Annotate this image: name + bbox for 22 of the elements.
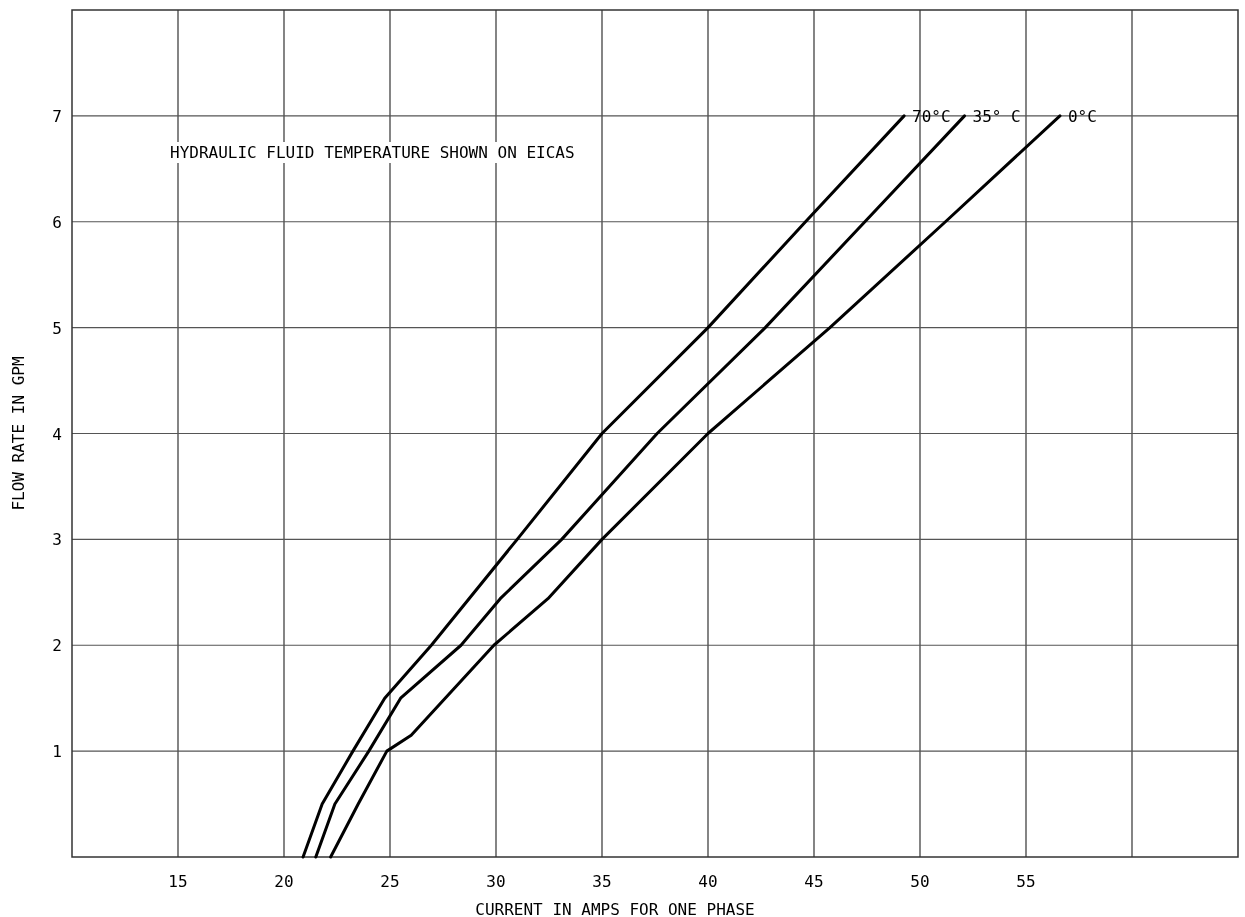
y-tick-label: 7 (52, 106, 62, 126)
series-label: 35° C (972, 106, 1021, 126)
x-tick-label: 35 (592, 872, 612, 891)
x-tick-label: 40 (698, 872, 718, 891)
y-tick-label: 2 (52, 636, 62, 656)
series-label: 0°C (1067, 106, 1097, 126)
x-tick-label: 45 (804, 872, 824, 891)
y-tick-label: 3 (52, 530, 62, 550)
x-tick-label: 55 (1016, 872, 1036, 891)
y-tick-label: 5 (52, 318, 62, 338)
x-tick-label: 50 (910, 872, 930, 891)
x-tick-label: 20 (274, 872, 294, 891)
annotation: HYDRAULIC FLUID TEMPERATURE SHOWN ON EICAS (170, 143, 575, 162)
y-tick-label: 4 (52, 424, 62, 444)
y-axis-title: FLOW RATE IN GPM (9, 356, 28, 511)
y-tick-label: 1 (52, 742, 62, 762)
x-axis-title: CURRENT IN AMPS FOR ONE PHASE (475, 900, 755, 917)
series-label: 70°C (912, 106, 951, 126)
x-tick-label: 25 (380, 872, 400, 891)
y-tick-label: 6 (52, 212, 62, 232)
x-tick-label: 30 (486, 872, 506, 891)
x-tick-label: 15 (168, 872, 188, 891)
